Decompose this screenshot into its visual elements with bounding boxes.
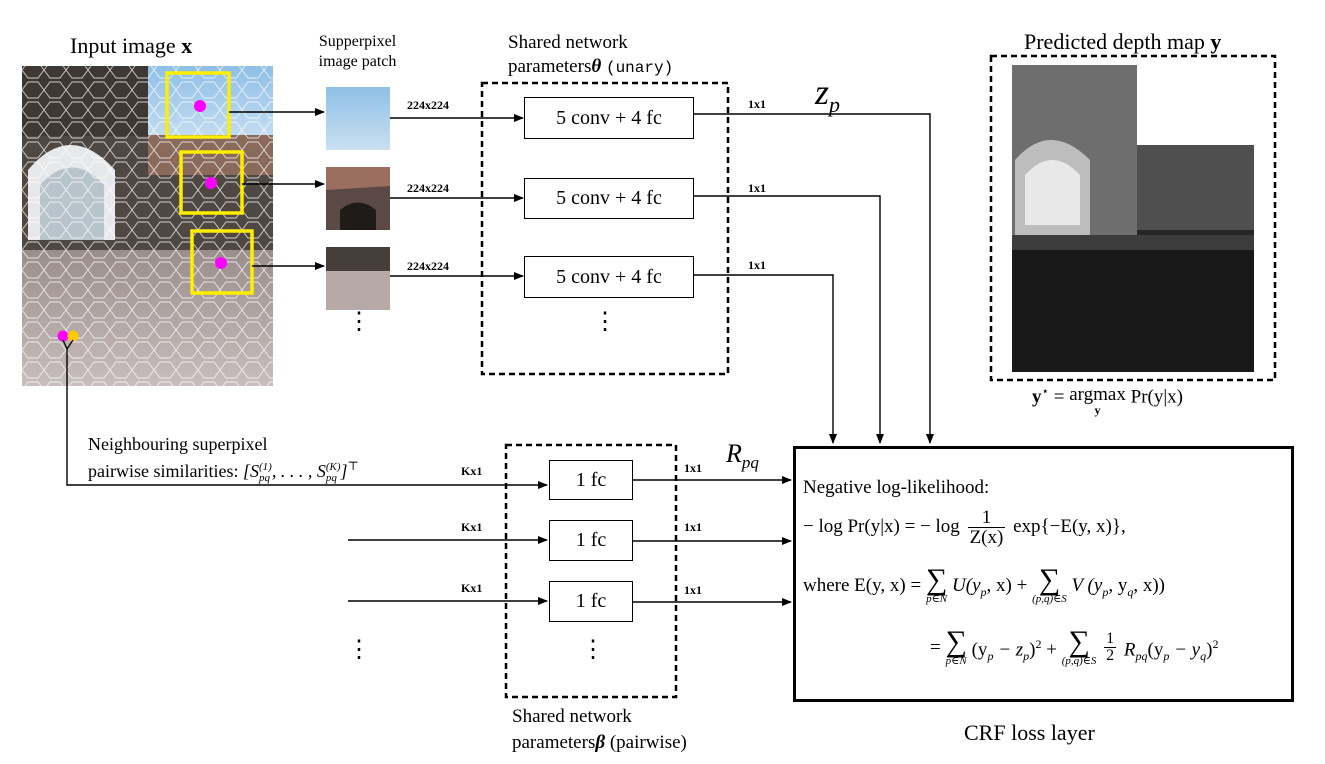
arrow-conv1-crf [694, 113, 934, 444]
pair-dot-1 [57, 330, 69, 342]
size-label-pair-in-2: Kx1 [461, 520, 483, 534]
arrow-conv3-crf [694, 274, 837, 444]
depth-map-image [1012, 65, 1254, 372]
size-label-pair-in-1: Kx1 [461, 464, 483, 478]
highlight-box-2 [179, 150, 244, 215]
superpixel-dot-1 [194, 100, 206, 112]
pairwise-fc-box-1: 1 fc [549, 460, 633, 500]
patch-2 [326, 167, 390, 230]
pairwise-fc-box-3: 1 fc [549, 581, 633, 622]
crf-loss-box [793, 446, 1294, 702]
crf-caption: CRF loss layer [964, 720, 1095, 745]
size-label-unary-3: 1x1 [748, 258, 766, 272]
pair-dot-2 [67, 330, 79, 342]
highlight-box-3 [190, 229, 254, 295]
pairwise-group-frame [504, 443, 678, 699]
pairwise-fc-box-2: 1 fc [549, 520, 633, 561]
patch-ellipsis: ⋮ [347, 309, 371, 335]
depth-map-frame [989, 54, 1277, 382]
patch-1 [326, 87, 390, 150]
size-label-pair-in-3: Kx1 [461, 581, 483, 595]
unary-ellipsis: ⋮ [593, 309, 617, 335]
pairwise-input-label: Neighbouring superpixel pairwise similar… [88, 434, 359, 484]
size-label-unary-2: 1x1 [748, 181, 766, 195]
size-label-patch-2: 224x224 [407, 181, 449, 195]
superpixel-dot-3 [215, 257, 227, 269]
size-label-pair-out-1: 1x1 [684, 461, 702, 475]
crf-nll-equation: − log Pr(y|x) = − log 1 Z(x) exp{−E(y, x)… [803, 507, 1126, 548]
size-label-patch-1: 224x224 [407, 98, 449, 112]
patch-3 [326, 247, 390, 310]
highlight-box-1 [165, 71, 231, 139]
unary-group-frame [480, 81, 730, 376]
superpixel-dot-2 [205, 177, 217, 189]
arrow-pair1-fc1 [66, 355, 548, 489]
input-image [22, 66, 273, 386]
unary-conv-box-2: 5 conv + 4 fc [524, 178, 694, 219]
argmax-formula: y⋆ = argmax y Pr(y|x) [1032, 384, 1183, 417]
pair-connector [62, 339, 74, 355]
patch-title: Supperpixel image patch [318, 33, 397, 70]
input-image-title: Input image x [70, 33, 193, 58]
unary-conv-box-3: 5 conv + 4 fc [524, 256, 694, 298]
crf-heading: Negative log-likelihood: [803, 477, 990, 498]
depth-map-title: Predicted depth map y [1024, 29, 1222, 54]
pairwise-input-ellipsis: ⋮ [347, 637, 371, 663]
crf-energy-equation: where E(y, x) = ∑ p∈N U(yp, x) + ∑ (p,q)∈S… [803, 563, 1165, 605]
size-label-pair-out-3: 1x1 [684, 583, 702, 597]
arrow-conv2-crf [694, 195, 884, 444]
size-label-patch-3: 224x224 [407, 259, 449, 273]
size-label-unary-1: 1x1 [748, 97, 766, 111]
r-pq-label: Rpq [726, 439, 759, 473]
size-label-pair-out-2: 1x1 [684, 520, 702, 534]
pairwise-group-title: Shared network parametersβ (pairwise) [512, 706, 687, 753]
unary-conv-box-1: 5 conv + 4 fc [524, 97, 694, 139]
unary-group-title: Shared network parametersθ (unary) [508, 32, 674, 77]
pairwise-ellipsis: ⋮ [581, 637, 605, 663]
z-p-label: zp [815, 72, 841, 118]
